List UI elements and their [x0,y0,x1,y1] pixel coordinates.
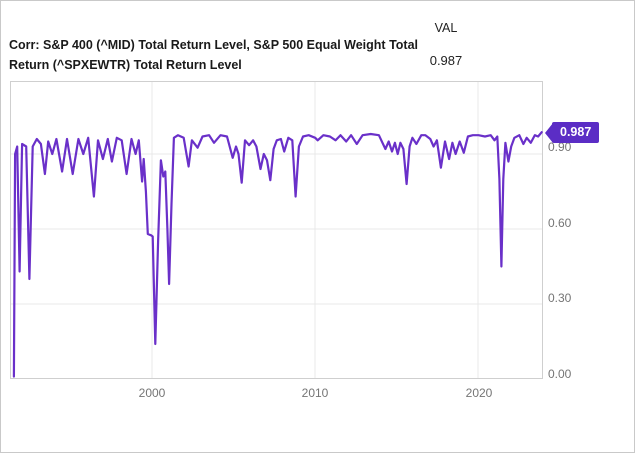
badge-value: 0.987 [552,122,600,143]
x-axis-label-2000: 2000 [138,386,166,400]
y-axis-label-090: 0.90 [548,140,572,154]
x-axis-label-2020: 2020 [465,386,493,400]
legend-title-line-2: Return (^SPXEWTR) Total Return Level [9,58,242,72]
y-axis-label-030: 0.30 [548,291,572,305]
value-badge: 0.987 [545,122,600,143]
badge-arrow-icon [545,122,553,143]
y-axis-label-060: 0.60 [548,216,572,230]
y-axis-label-000: 0.00 [548,367,572,381]
legend-title-line-1: Corr: S&P 400 (^MID) Total Return Level,… [9,38,418,52]
plot-border [10,81,543,379]
legend: Corr: S&P 400 (^MID) Total Return Level,… [9,35,418,75]
legend-current-value: 0.987 [429,53,463,68]
footer: Seeking Alphaα Oct 22 2023, 6:38PM EDT. … [1,407,634,452]
chart-plot-area [10,81,543,379]
x-axis-label-2010: 2010 [301,386,329,400]
correlation-line [12,131,543,378]
val-column-header: VAL [434,21,458,35]
chart-plot-svg [10,81,543,379]
